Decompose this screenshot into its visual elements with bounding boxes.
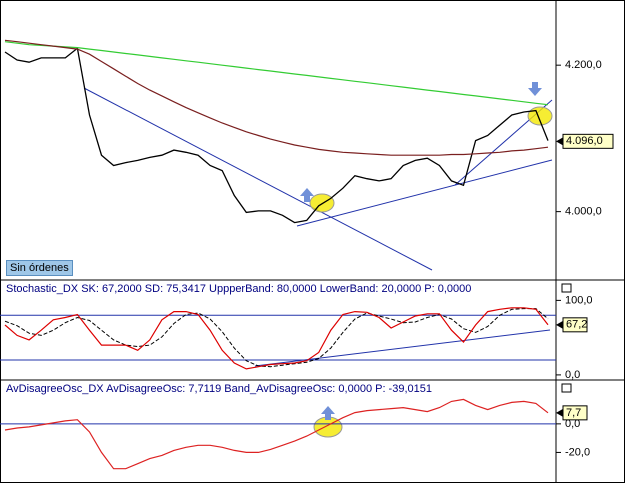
- last-value-label: 7,7: [566, 407, 581, 419]
- panel-title: Stochastic_DX SK: 67,2000 SD: 75,3417 Up…: [6, 283, 471, 295]
- up-arrow: [300, 188, 314, 202]
- last-value-pointer: [556, 320, 563, 329]
- series-line: [4, 307, 549, 370]
- panel-close[interactable]: [561, 383, 572, 393]
- y-tick-label: 0,0: [565, 418, 580, 430]
- y-tick-label: 4.000,0: [565, 206, 602, 218]
- last-value-pointer: [556, 137, 563, 146]
- y-tick-label: -20,0: [565, 446, 590, 458]
- series-line: [4, 308, 549, 368]
- series-line: [4, 47, 549, 224]
- orders-button[interactable]: Sin órdenes: [6, 260, 73, 276]
- last-value-label: 67,2: [566, 319, 587, 331]
- series-line: [4, 41, 549, 106]
- highlight: [309, 193, 335, 213]
- y-tick-label: 100,0: [565, 294, 593, 306]
- y-tick-label: 0,0: [565, 369, 580, 381]
- highlight: [527, 106, 553, 126]
- y-tick-label: 4.200,0: [565, 59, 602, 71]
- trendline: [296, 159, 553, 227]
- last-value-pointer: [556, 408, 563, 417]
- trendline: [83, 87, 433, 271]
- panel-title: AvDisagreeOsc_DX AvDisagreeOsc: 7,7119 B…: [6, 383, 432, 395]
- series-line: [4, 398, 549, 470]
- series-line: [4, 39, 549, 156]
- down-arrow: [528, 82, 542, 96]
- panel-close[interactable]: [561, 283, 572, 293]
- last-value-label: 4.096,0: [566, 135, 603, 147]
- up-arrow: [321, 406, 335, 420]
